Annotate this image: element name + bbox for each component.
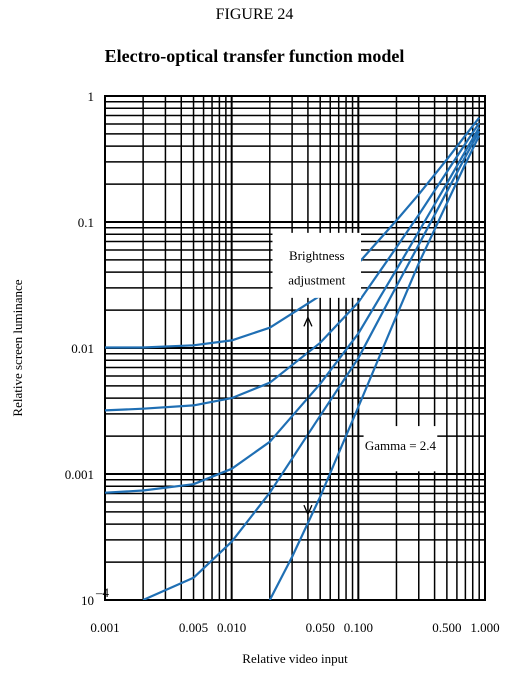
gamma-label: Gamma = 2.4 — [365, 438, 437, 453]
y-tick-label: 1 — [88, 89, 95, 104]
x-tick-label: 1.000 — [470, 620, 499, 635]
brightness-label-line2: adjustment — [288, 272, 345, 287]
grid — [105, 96, 485, 600]
x-tick-label: 0.001 — [90, 620, 119, 635]
arrow-up-icon — [303, 315, 313, 327]
y-axis-title: Relative screen luminance — [10, 279, 25, 416]
annotations: Brightness adjustment Gamma = 2.4 — [272, 232, 438, 516]
y-tick-label: 10 — [81, 593, 94, 608]
tick-labels: 0.001 0.005 0.010 0.050 0.100 0.500 1.000 1 0.1 0… — [65, 89, 500, 635]
x-tick-label: 0.100 — [344, 620, 373, 635]
x-tick-label: 0.500 — [432, 620, 461, 635]
y-tick-exponent: –4 — [95, 585, 110, 600]
brightness-label-box — [272, 232, 362, 298]
y-tick-label: 0.1 — [78, 215, 94, 230]
series-line-4 — [142, 130, 481, 600]
series-line-3 — [105, 126, 481, 494]
x-tick-label: 0.005 — [179, 620, 208, 635]
figure-label: FIGURE 24 — [215, 6, 294, 23]
chart-title: Electro-optical transfer function model — [104, 46, 405, 66]
gamma-label-box — [363, 426, 438, 472]
y-tick-label: 0.001 — [65, 467, 94, 482]
series-line-5 — [268, 135, 481, 600]
brightness-label-line1: Brightness — [289, 248, 345, 263]
x-axis-title: Relative video input — [242, 651, 348, 666]
x-tick-label: 0.010 — [217, 620, 246, 635]
arrow-down-icon — [303, 504, 313, 516]
series-line-2 — [105, 122, 481, 412]
y-tick-label: 0.01 — [71, 341, 94, 356]
x-tick-label: 0.050 — [306, 620, 335, 635]
